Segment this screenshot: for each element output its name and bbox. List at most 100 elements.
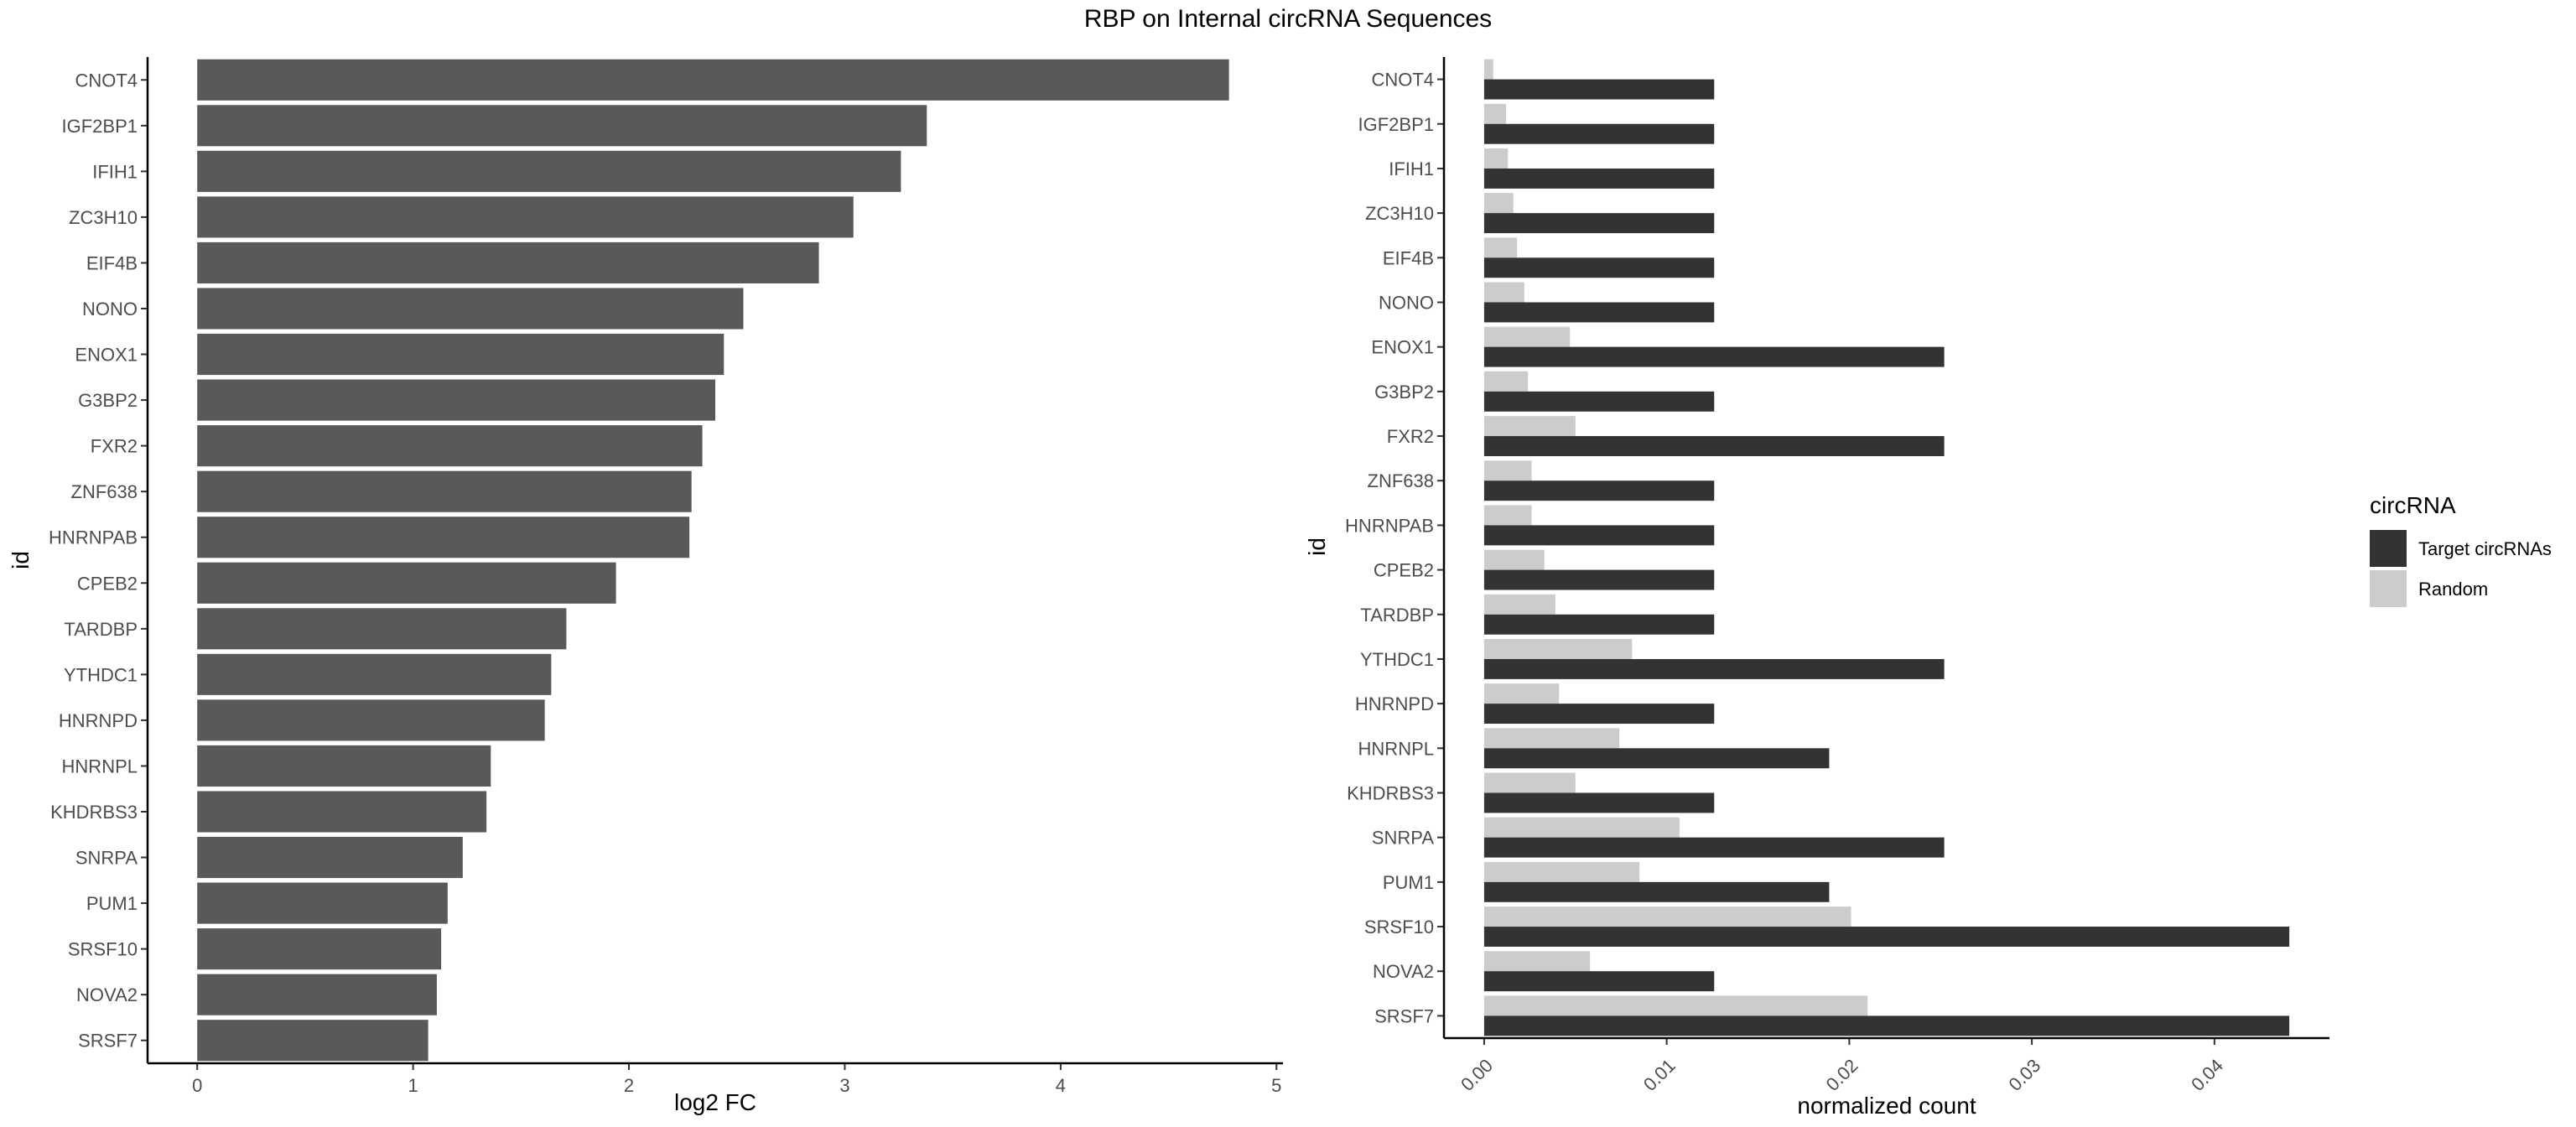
- left-bar-zc3h10: [197, 196, 854, 238]
- right-x-tick-label: 0.04: [2187, 1055, 2227, 1095]
- right-y-tick-labels: CNOT4 IGF2BP1 IFIH1 ZC3H10 EIF4B NONO ENOX1 G3B…: [1345, 70, 1444, 1026]
- left-bar-hnrnpd: [197, 699, 545, 741]
- right-bar-target-cpeb2: [1483, 569, 1715, 590]
- right-bar-random-cnot4: [1483, 59, 1493, 80]
- right-bar-random-cpeb2: [1483, 549, 1545, 570]
- right-bar-target-nono: [1483, 302, 1715, 323]
- right-bars: [1483, 59, 2290, 1036]
- left-bar-nova2: [197, 974, 437, 1015]
- left-x-tick-label: 4: [1056, 1075, 1066, 1096]
- left-bar-pum1: [197, 882, 448, 924]
- right-bar-target-tardbp: [1483, 614, 1715, 635]
- left-y-tick-label: TARDBP: [64, 619, 138, 640]
- right-y-axis-title: id: [1304, 538, 1330, 556]
- right-bar-random-hnrnpab: [1483, 505, 1532, 526]
- left-bar-hnrnpab: [197, 517, 690, 558]
- right-bar-random-khdrbs3: [1483, 772, 1576, 793]
- left-bar-nono: [197, 288, 744, 330]
- right-bar-target-zc3h10: [1483, 213, 1715, 234]
- right-y-tick-label: CNOT4: [1371, 70, 1434, 91]
- left-y-tick-label: SRSF10: [68, 939, 138, 960]
- left-x-axis-title: log2 FC: [674, 1089, 756, 1115]
- right-y-tick-label: HNRNPAB: [1345, 515, 1434, 536]
- left-bar-cpeb2: [197, 562, 616, 604]
- right-bar-random-hnrnpl: [1483, 728, 1620, 749]
- left-y-axis-title: id: [8, 551, 34, 569]
- right-bar-random-hnrnpd: [1483, 683, 1560, 704]
- right-bar-random-snrpa: [1483, 817, 1680, 838]
- left-y-tick-label: HNRNPD: [59, 710, 138, 731]
- right-bar-random-nova2: [1483, 951, 1591, 972]
- right-bar-random-ythdc1: [1483, 639, 1633, 659]
- right-bar-random-g3bp2: [1483, 371, 1529, 392]
- left-x-tick-label: 0: [192, 1075, 202, 1096]
- right-y-tick-label: YTHDC1: [1360, 649, 1434, 670]
- left-bar-cnot4: [197, 59, 1229, 101]
- right-grouped-bar-chart: CNOT4 IGF2BP1 IFIH1 ZC3H10 EIF4B NONO ENOX1 G3B…: [1304, 57, 2329, 1119]
- right-bar-random-eif4b: [1483, 237, 1518, 258]
- right-y-tick-label: HNRNPL: [1358, 738, 1434, 759]
- right-bar-target-hnrnpd: [1483, 704, 1715, 724]
- right-bar-target-znf638: [1483, 480, 1715, 501]
- left-y-tick-label: IGF2BP1: [62, 116, 138, 137]
- left-y-tick-label: YTHDC1: [64, 664, 138, 685]
- right-y-tick-label: PUM1: [1383, 872, 1434, 893]
- right-bar-target-khdrbs3: [1483, 792, 1715, 813]
- legend-swatch-target-circrnas: [2370, 530, 2407, 567]
- left-y-tick-label: ZC3H10: [69, 207, 138, 228]
- left-bar-srsf10: [197, 928, 442, 970]
- legend-title: circRNA: [2370, 492, 2456, 518]
- left-y-tick-label: NONO: [82, 299, 138, 319]
- right-bar-random-ifih1: [1483, 148, 1509, 169]
- right-y-tick-label: IGF2BP1: [1358, 114, 1434, 135]
- left-y-tick-label: SNRPA: [75, 848, 138, 869]
- right-bar-random-igf2bp1: [1483, 103, 1507, 124]
- right-bar-target-srsf7: [1483, 1015, 2290, 1036]
- left-x-tick-label: 1: [408, 1075, 418, 1096]
- left-bars: [197, 59, 1229, 1062]
- left-x-tick-label: 5: [1271, 1075, 1281, 1096]
- right-y-tick-label: ZNF638: [1368, 470, 1434, 491]
- right-bar-random-nono: [1483, 282, 1524, 303]
- right-bar-target-cnot4: [1483, 79, 1715, 100]
- right-y-tick-label: FXR2: [1387, 426, 1434, 447]
- left-bar-hnrnpl: [197, 745, 491, 787]
- left-y-tick-label: EIF4B: [86, 252, 138, 273]
- left-bar-srsf7: [197, 1020, 428, 1062]
- right-bar-random-srsf10: [1483, 906, 1852, 927]
- right-x-tick-labels: 0.00 0.01 0.02 0.03 0.04: [1457, 1038, 2227, 1095]
- left-bar-khdrbs3: [197, 791, 487, 833]
- right-bar-target-snrpa: [1483, 837, 1945, 858]
- left-x-tick-label: 2: [624, 1075, 634, 1096]
- legend: circRNA Target circRNAs Random: [2370, 492, 2552, 607]
- right-bar-target-fxr2: [1483, 436, 1945, 456]
- right-bar-random-pum1: [1483, 861, 1639, 882]
- right-bar-target-hnrnpl: [1483, 748, 1830, 769]
- right-bar-target-g3bp2: [1483, 391, 1715, 412]
- left-bar-znf638: [197, 470, 692, 512]
- chart-title: RBP on Internal circRNA Sequences: [1084, 5, 1492, 33]
- left-bar-eif4b: [197, 242, 819, 283]
- right-x-tick-label: 0.03: [2004, 1055, 2044, 1095]
- right-bar-target-igf2bp1: [1483, 123, 1715, 144]
- right-bar-target-ifih1: [1483, 168, 1715, 189]
- right-y-tick-label: HNRNPD: [1355, 693, 1434, 714]
- left-bar-igf2bp1: [197, 105, 927, 147]
- left-y-tick-label: ENOX1: [75, 345, 138, 366]
- left-y-tick-label: CNOT4: [75, 70, 138, 91]
- left-bar-ifih1: [197, 150, 901, 192]
- right-y-tick-label: IFIH1: [1389, 158, 1434, 179]
- right-y-tick-label: NOVA2: [1373, 961, 1434, 982]
- left-bar-enox1: [197, 334, 724, 376]
- left-y-tick-label: SRSF7: [78, 1031, 138, 1052]
- right-y-tick-label: NONO: [1379, 293, 1434, 314]
- left-x-tick-labels: 0 1 2 3 4 5: [192, 1063, 1281, 1096]
- right-y-tick-label: ZC3H10: [1365, 203, 1434, 224]
- left-bar-g3bp2: [197, 379, 715, 421]
- right-y-tick-label: KHDRBS3: [1347, 783, 1434, 804]
- right-bar-target-ythdc1: [1483, 658, 1945, 679]
- legend-label-target-circrnas: Target circRNAs: [2418, 538, 2552, 559]
- right-y-tick-label: CPEB2: [1374, 560, 1434, 581]
- right-x-tick-label: 0.02: [1822, 1055, 1862, 1095]
